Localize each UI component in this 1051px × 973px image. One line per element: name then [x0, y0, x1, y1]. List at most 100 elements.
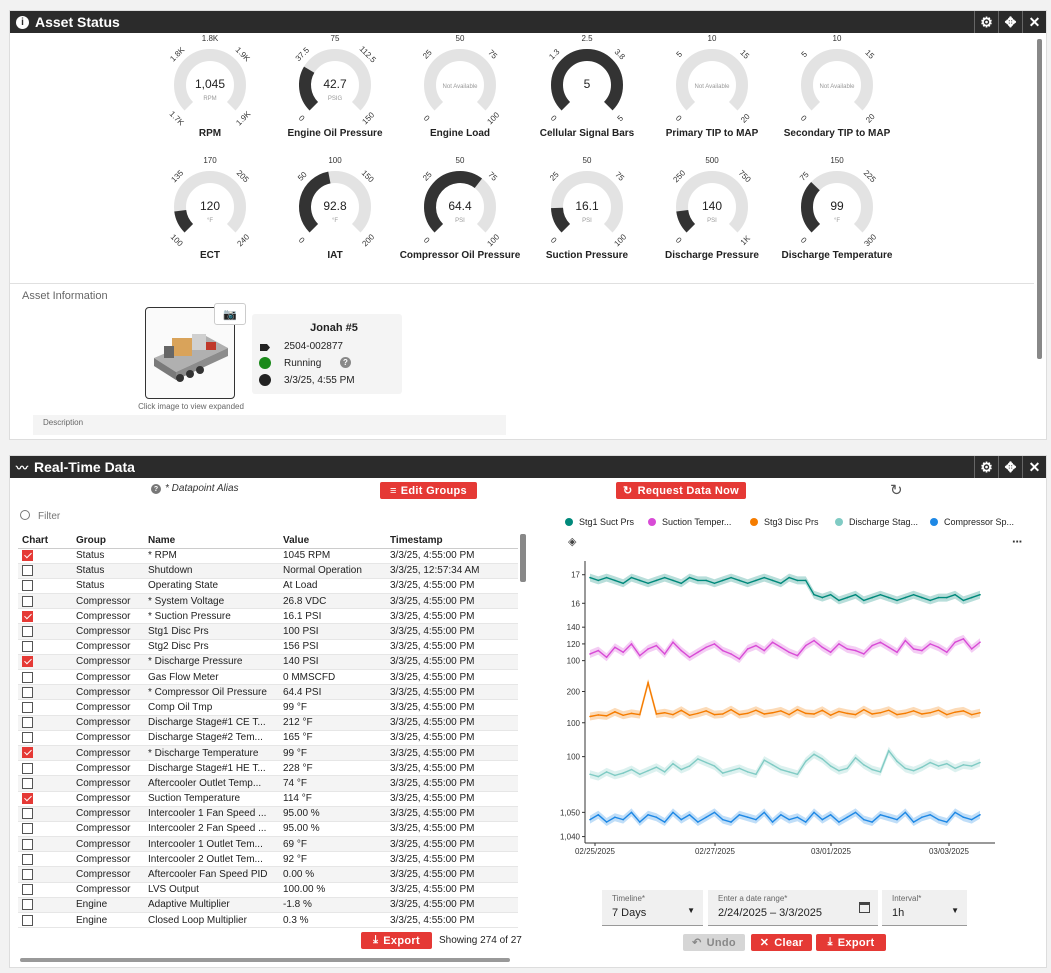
gauge-label: Primary TIP to MAP [665, 128, 759, 139]
calendar-icon[interactable] [859, 902, 870, 913]
legend-item[interactable]: Compressor Sp... [930, 517, 1014, 527]
chart-checkbox[interactable] [22, 595, 33, 607]
table-row[interactable]: Compressor * System Voltage 26.8 VDC 3/3/25… [18, 593, 518, 610]
chart-checkbox[interactable] [22, 656, 33, 668]
table-row[interactable]: Status Operating State At Load 3/3/25, 4:55… [18, 578, 518, 595]
chart-checkbox[interactable] [22, 686, 33, 698]
camera-button[interactable]: 📷 [214, 303, 246, 325]
date-range-field[interactable]: Enter a date range* 2/24/2025 – 3/3/2025 [708, 890, 878, 926]
table-row[interactable]: Compressor Stg1 Disc Prs 100 PSI 3/3/25, 4:… [18, 623, 518, 640]
data-point [763, 811, 766, 814]
gauge-secondary-tip-to-map: 10 5 15 0 20 Not Available Secondary TIP to MA… [772, 35, 902, 155]
chart-checkbox[interactable] [22, 808, 33, 820]
data-point [863, 764, 865, 766]
gear-icon[interactable]: ⚙ [974, 11, 998, 33]
chart-checkbox[interactable] [22, 762, 33, 774]
table-row[interactable]: Compressor Suction Temperature 114 °F 3/3/2… [18, 791, 518, 807]
chart-export-button[interactable]: ⤓ Export [816, 934, 886, 951]
legend-item[interactable]: Discharge Stag... [835, 517, 918, 527]
chart-checkbox[interactable] [22, 838, 33, 850]
h-scrollbar[interactable] [20, 958, 510, 962]
column-header[interactable]: Timestamp [386, 534, 518, 549]
chart-checkbox[interactable] [22, 717, 33, 729]
table-row[interactable]: Compressor Gas Flow Meter 0 MMSCFD 3/3/25, … [18, 669, 518, 686]
camera-icon: 📷 [223, 308, 237, 321]
table-row[interactable]: Compressor Aftercooler Outlet Temp... 74 °… [18, 775, 518, 792]
chart-checkbox[interactable] [22, 610, 33, 622]
help-icon[interactable]: ? [151, 484, 161, 494]
more-icon[interactable]: ··· [1012, 534, 1023, 549]
chart-checkbox[interactable] [22, 625, 33, 637]
gear-icon[interactable]: ⚙ [974, 456, 998, 478]
table-row[interactable]: Compressor * Suction Pressure 16.1 PSI 3/3/… [18, 608, 518, 625]
data-point [721, 818, 724, 821]
scrollbar[interactable] [1037, 39, 1042, 359]
table-row[interactable]: Compressor Discharge Stage#1 HE T... 228 °… [18, 760, 518, 777]
column-header[interactable]: Value [279, 534, 386, 549]
chart-checkbox[interactable] [22, 550, 33, 562]
export-button[interactable]: ⤓ Export [361, 932, 432, 949]
undo-button[interactable]: ↶ Undo [683, 934, 745, 951]
table-row[interactable]: Compressor Stg2 Disc Prs 156 PSI 3/3/25, 4:… [18, 639, 518, 655]
table-row[interactable]: Compressor LVS Output 100.00 % 3/3/25, 4:55… [18, 882, 518, 898]
table-row[interactable]: Compressor Intercooler 2 Outlet Tem... 92 … [18, 851, 518, 868]
chart-checkbox[interactable] [22, 565, 33, 577]
timeline-select[interactable]: Timeline* 7 Days ▼ [602, 890, 703, 926]
table-row[interactable]: Compressor * Discharge Pressure 140 PSI 3/3… [18, 654, 518, 671]
data-point [672, 762, 674, 765]
table-row[interactable]: Compressor Comp Oil Tmp 99 °F 3/3/25, 4:55:… [18, 699, 518, 716]
table-scrollbar[interactable] [520, 534, 526, 582]
table-row[interactable]: Compressor Intercooler 1 Fan Speed ... 95.… [18, 806, 518, 822]
table-row[interactable]: Engine Closed Loop Multiplier 0.3 % 3/3/25,… [18, 912, 518, 929]
chart-checkbox[interactable] [22, 641, 33, 653]
filter-input[interactable] [38, 508, 518, 524]
chart-checkbox[interactable] [22, 747, 33, 759]
chart-checkbox[interactable] [22, 914, 33, 926]
table-row[interactable]: Compressor Intercooler 1 Outlet Tem... 69 … [18, 836, 518, 853]
move-icon[interactable]: ✥ [998, 456, 1022, 478]
sync-icon[interactable]: ↻ [890, 482, 903, 499]
interval-select[interactable]: Interval* 1h ▼ [882, 890, 967, 926]
close-icon[interactable]: ✕ [1022, 456, 1046, 478]
request-data-button[interactable]: ↻ Request Data Now [616, 482, 746, 499]
column-header[interactable]: Name [144, 534, 279, 549]
table-row[interactable]: Compressor Aftercooler Fan Speed PID 0.00 … [18, 866, 518, 883]
legend-item[interactable]: Stg1 Suct Prs [565, 517, 634, 527]
chart-checkbox[interactable] [22, 793, 33, 805]
table-row[interactable]: Status * RPM 1045 RPM 3/3/25, 4:55:00 PM [18, 548, 518, 564]
help-icon[interactable]: ? [340, 357, 351, 368]
legend-item[interactable]: Stg3 Disc Prs [750, 517, 819, 527]
description-field[interactable]: Description [33, 415, 506, 435]
chart-checkbox[interactable] [22, 701, 33, 713]
data-point [638, 579, 641, 582]
chart-checkbox[interactable] [22, 823, 33, 835]
column-header[interactable]: Chart [18, 534, 72, 549]
layers-icon[interactable]: ◈ [568, 536, 577, 548]
gauge-tick-top: 2.5 [581, 35, 593, 43]
edit-groups-button[interactable]: ≡ Edit Groups [380, 482, 477, 499]
chart-checkbox[interactable] [22, 732, 33, 744]
table-row[interactable]: Compressor * Compressor Oil Pressure 64.4 … [18, 684, 518, 701]
data-table-wrap[interactable]: Chart Group Name Value Timestamp Status * RPM… [18, 534, 521, 934]
cell-name: Stg2 Disc Prs [144, 639, 279, 655]
table-row[interactable]: Compressor Discharge Stage#1 CE T... 212 °… [18, 715, 518, 731]
table-row[interactable]: Compressor Intercooler 2 Fan Speed ... 95.… [18, 821, 518, 838]
chart-checkbox[interactable] [22, 853, 33, 865]
chart-checkbox[interactable] [22, 671, 33, 683]
table-row[interactable]: Status Shutdown Normal Operation 3/3/25, 12… [18, 563, 518, 579]
data-point [589, 653, 591, 655]
legend-item[interactable]: Suction Temper... [648, 517, 731, 527]
table-row[interactable]: Compressor * Discharge Temperature 99 °F 3/… [18, 745, 518, 762]
chart-checkbox[interactable] [22, 580, 33, 592]
close-icon[interactable]: ✕ [1022, 11, 1046, 33]
chart-checkbox[interactable] [22, 777, 33, 789]
chart-checkbox[interactable] [22, 868, 33, 880]
asset-image[interactable] [145, 307, 235, 399]
table-row[interactable]: Engine Adaptive Multiplier -1.8 % 3/3/25, 4… [18, 897, 518, 914]
chart-checkbox[interactable] [22, 884, 33, 896]
move-icon[interactable]: ✥ [998, 11, 1022, 33]
column-header[interactable]: Group [72, 534, 144, 549]
chart-checkbox[interactable] [22, 899, 33, 911]
clear-button[interactable]: ✕ Clear [751, 934, 812, 951]
table-row[interactable]: Compressor Discharge Stage#2 Tem... 165 °F… [18, 730, 518, 746]
